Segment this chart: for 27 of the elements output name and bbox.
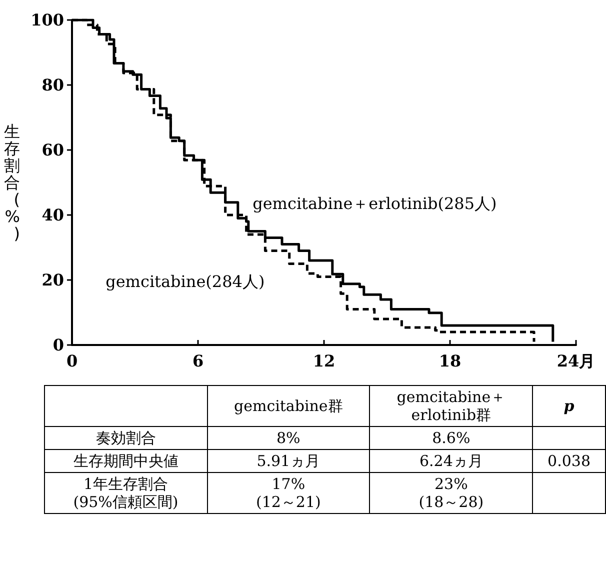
text: 8% (207, 426, 370, 450)
text: 6.24ヵ月 (370, 450, 533, 472)
text: 17% (12～21) (207, 472, 370, 514)
x-tick-label: 24月 (556, 352, 596, 370)
text: 生存期間中央値 (44, 450, 208, 472)
y-tick-label: 80 (42, 76, 64, 94)
text: 1年生存割合 (95%信頼区間) (44, 472, 208, 514)
text: 5.91ヵ月 (207, 450, 370, 472)
series-label: gemcitabine＋erlotinib(285人) (252, 194, 497, 213)
x-tick-label: 0 (66, 352, 78, 370)
y-tick-label: 40 (42, 206, 64, 224)
text: 奏効割合 (44, 426, 208, 450)
x-tick-label: 18 (438, 352, 462, 370)
y-tick-label: 100 (30, 10, 64, 30)
y-axis-title: 生存割合(%) (4, 122, 20, 243)
y-tick-label: 60 (42, 140, 64, 160)
x-tick-label: 12 (312, 352, 336, 370)
x-tick-label: 6 (192, 352, 204, 370)
text: 23% (18～28) (370, 472, 533, 514)
series-label: gemcitabine(284人) (106, 272, 265, 291)
text: 8.6% (370, 426, 533, 450)
text: gemcitabine＋ erlotinib群 (370, 386, 533, 426)
text: gemcitabine群 (207, 386, 370, 426)
y-tick-label: 20 (42, 270, 64, 290)
y-tick-label: 0 (52, 336, 64, 354)
text: p (532, 386, 606, 426)
text: 0.038 (532, 450, 606, 472)
